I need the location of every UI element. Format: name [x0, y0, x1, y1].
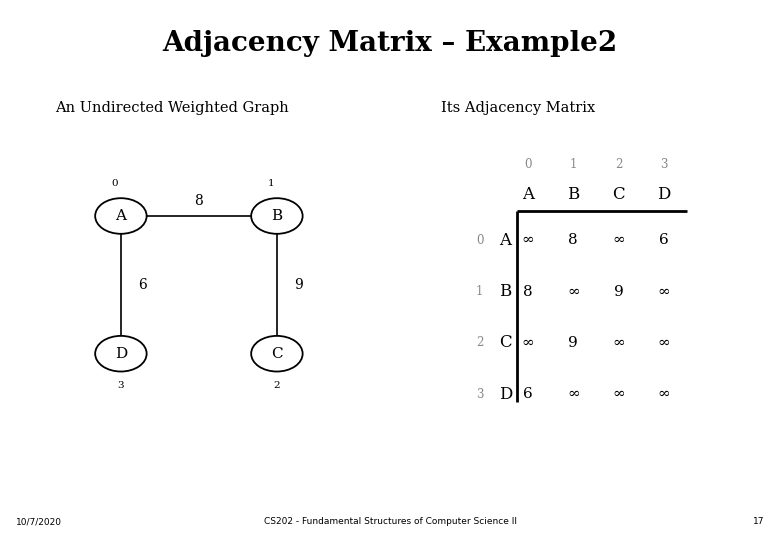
Text: ∞: ∞ [612, 336, 625, 350]
Text: 8: 8 [523, 285, 533, 299]
Text: ∞: ∞ [522, 233, 534, 247]
Text: C: C [612, 186, 625, 203]
Text: B: B [499, 283, 512, 300]
Text: 17: 17 [753, 517, 764, 526]
Text: 9: 9 [569, 336, 578, 350]
Text: ∞: ∞ [567, 285, 580, 299]
Text: 1: 1 [476, 285, 484, 298]
Text: C: C [499, 334, 512, 352]
Text: 9: 9 [294, 278, 303, 292]
Text: 3: 3 [118, 381, 124, 390]
Text: 0: 0 [112, 179, 118, 188]
Text: 2: 2 [476, 336, 484, 349]
Text: ∞: ∞ [612, 387, 625, 401]
Text: 6: 6 [523, 387, 533, 401]
Text: D: D [498, 386, 512, 403]
Text: 8: 8 [194, 194, 204, 208]
Text: 1: 1 [569, 158, 577, 171]
Text: ∞: ∞ [658, 336, 670, 350]
Text: CS202 - Fundamental Structures of Computer Science II: CS202 - Fundamental Structures of Comput… [264, 517, 516, 526]
Text: 6: 6 [138, 278, 147, 292]
Text: ∞: ∞ [658, 387, 670, 401]
Text: Adjacency Matrix – Example2: Adjacency Matrix – Example2 [162, 30, 618, 57]
Text: C: C [271, 347, 282, 361]
Circle shape [251, 198, 303, 234]
Text: 3: 3 [476, 388, 484, 401]
Text: An Undirected Weighted Graph: An Undirected Weighted Graph [55, 101, 289, 115]
Text: 1: 1 [268, 179, 274, 188]
Text: 8: 8 [569, 233, 578, 247]
Text: 3: 3 [660, 158, 668, 171]
Text: A: A [115, 209, 126, 223]
Text: B: B [271, 209, 282, 223]
Text: ∞: ∞ [522, 336, 534, 350]
Circle shape [95, 198, 147, 234]
Text: 0: 0 [476, 234, 484, 247]
Text: ∞: ∞ [567, 387, 580, 401]
Text: A: A [522, 186, 534, 203]
Text: Its Adjacency Matrix: Its Adjacency Matrix [441, 101, 595, 115]
Circle shape [95, 336, 147, 372]
Text: 9: 9 [614, 285, 623, 299]
Text: 2: 2 [615, 158, 622, 171]
Text: D: D [657, 186, 671, 203]
Text: B: B [567, 186, 580, 203]
Text: 10/7/2020: 10/7/2020 [16, 517, 62, 526]
Text: ∞: ∞ [612, 233, 625, 247]
Text: 2: 2 [274, 381, 280, 390]
Text: 0: 0 [524, 158, 532, 171]
Text: D: D [115, 347, 127, 361]
Text: 6: 6 [659, 233, 668, 247]
Text: A: A [499, 232, 512, 249]
Circle shape [251, 336, 303, 372]
Text: ∞: ∞ [658, 285, 670, 299]
